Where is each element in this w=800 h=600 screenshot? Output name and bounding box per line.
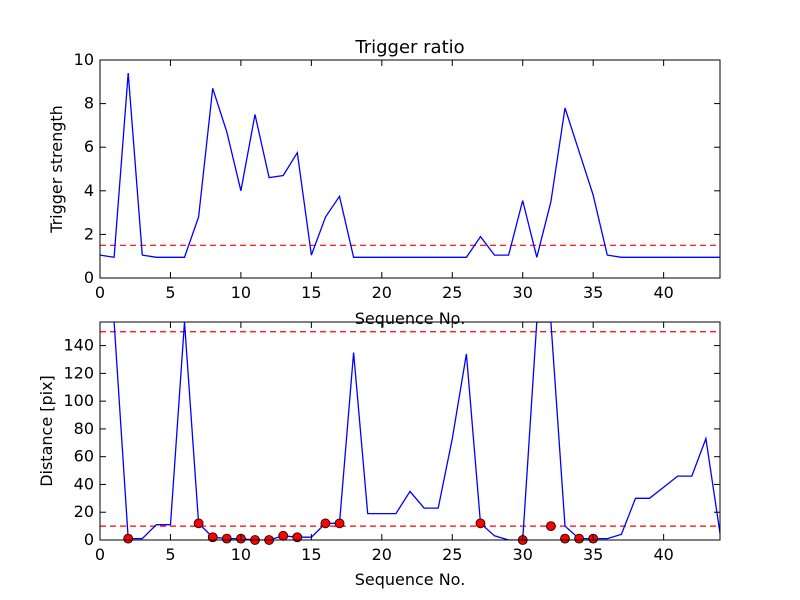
bottom-marker-point: [546, 521, 556, 532]
top-plot-area: 0 5 10 15 20 25 30 35 40 0 2 4 6 8 10: [74, 50, 721, 302]
bottom-marker-point: [560, 533, 570, 544]
bottom-x-tick-label: 30: [513, 545, 533, 564]
top-axes-frame: [99, 59, 721, 279]
bottom-marker-point: [320, 518, 331, 529]
bottom-marker-point: [193, 518, 204, 529]
bottom-y-axis-label: Distance [pix]: [37, 375, 56, 487]
top-x-tick-label: 5: [165, 283, 175, 302]
top-x-tick-label: 20: [372, 283, 392, 302]
bottom-marker-point: [292, 532, 303, 543]
bottom-subplot: Sequence No. Distance [pix] 0 5 10 15 20 25 30…: [37, 321, 721, 589]
bottom-y-tick-label: 0: [84, 530, 94, 549]
bottom-y-tick-label: 40: [74, 474, 94, 493]
bottom-marker-point: [475, 518, 486, 529]
bottom-x-axis-label: Sequence No.: [355, 570, 466, 589]
bottom-x-tick-label: 15: [301, 545, 321, 564]
bottom-marker-point: [123, 533, 134, 544]
bottom-marker-point: [574, 533, 584, 544]
bottom-y-tick-label: 20: [74, 502, 94, 521]
bottom-plot-area: 0 5 10 15 20 25 30 35 40 0 20 40 60 80 100 120 140: [63, 321, 721, 564]
top-x-axis-label: Sequence No.: [355, 309, 466, 328]
bottom-y-tick-label: 120: [63, 363, 94, 382]
bottom-x-tick-label: 25: [442, 545, 462, 564]
top-x-tick-label: 25: [442, 283, 462, 302]
bottom-marker-point: [278, 530, 289, 541]
top-y-tick-label: 4: [84, 181, 94, 200]
top-x-tick-label: 15: [301, 283, 321, 302]
bottom-x-tick-label: 10: [231, 545, 251, 564]
top-series-line-0: [100, 73, 720, 259]
top-y-tick-label: 2: [84, 224, 94, 243]
top-y-tick-label: 0: [84, 268, 94, 287]
top-x-tick-label: 40: [653, 283, 673, 302]
top-y-tick-label: 8: [84, 94, 94, 113]
bottom-axes-frame: [99, 321, 721, 541]
bottom-marker-point: [207, 532, 218, 543]
bottom-marker-point: [221, 533, 232, 544]
top-subplot: Trigger ratio Sequence No. Trigger stren…: [47, 37, 721, 328]
bottom-y-tick-label: 80: [74, 419, 94, 438]
top-y-axis-label: Trigger strength: [47, 105, 66, 234]
top-x-tick-label: 35: [583, 283, 603, 302]
bottom-y-tick-label: 140: [63, 336, 94, 355]
bottom-x-tick-label: 20: [372, 545, 392, 564]
top-x-tick-label: 30: [513, 283, 533, 302]
bottom-x-tick-label: 40: [653, 545, 673, 564]
top-x-tick-label: 10: [231, 283, 251, 302]
bottom-x-tick-label: 5: [165, 545, 175, 564]
top-y-tick-label: 6: [84, 137, 94, 156]
top-y-tick-label: 10: [74, 50, 94, 69]
top-data-layer: [100, 73, 720, 259]
top-chart-title: Trigger ratio: [354, 37, 464, 58]
bottom-y-tick-label: 60: [74, 447, 94, 466]
top-x-tick-label: 0: [95, 283, 105, 302]
bottom-y-tick-label: 100: [63, 391, 94, 410]
bottom-marker-point: [334, 518, 345, 529]
bottom-x-tick-label: 35: [583, 545, 603, 564]
bottom-x-tick-label: 0: [95, 545, 105, 564]
